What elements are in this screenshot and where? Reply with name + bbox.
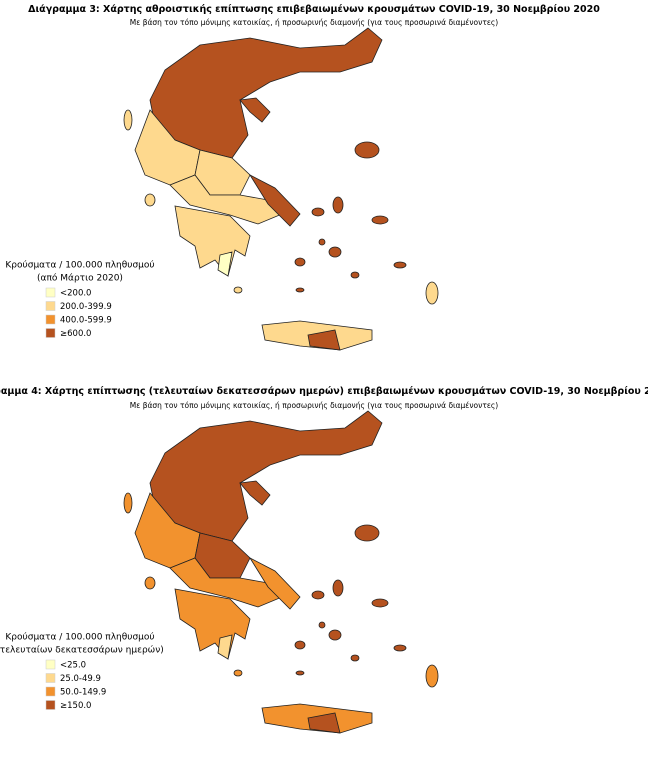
map-title: Διάγραμμα 4: Χάρτης επίπτωσης (τελευταίω… xyxy=(0,386,648,397)
legend-swatch xyxy=(45,287,56,298)
legend-title: Κρούσματα / 100.000 πληθυσμού xyxy=(5,260,154,271)
legend-swatch xyxy=(45,700,56,710)
legend-subtitle: (από Μάρτιο 2020) xyxy=(37,273,123,284)
legend-subtitle: (τελευταίων δεκατεσσάρων ημερών) xyxy=(0,645,164,656)
legend-swatch xyxy=(45,673,56,683)
legend-label: <200.0 xyxy=(60,289,91,299)
legend-label: 50.0-149.9 xyxy=(60,688,106,698)
legend-label: 25.0-49.9 xyxy=(60,674,101,684)
legend-title: Κρούσματα / 100.000 πληθυσμού xyxy=(5,632,154,643)
map-subtitle: Με βάση τον τόπο μόνιμης κατοικίας, ή πρ… xyxy=(129,18,499,27)
legend-swatch xyxy=(45,301,56,311)
legend-label: ≥600.0 xyxy=(60,329,91,339)
legend-swatch xyxy=(45,686,56,697)
map-subtitle: Με βάση τον τόπο μόνιμης κατοικίας, ή πρ… xyxy=(129,401,499,410)
legend-label: <25.0 xyxy=(60,661,86,671)
legend-swatch xyxy=(45,659,56,670)
legend-swatch xyxy=(45,328,56,338)
legend-label: 400.0-599.9 xyxy=(60,316,112,326)
legend-label: ≥150.0 xyxy=(60,701,91,711)
map xyxy=(123,27,439,351)
legend-label: 200.0-399.9 xyxy=(60,302,112,312)
map xyxy=(123,410,439,734)
legend-swatch xyxy=(45,314,56,325)
map-title: Διάγραμμα 3: Χάρτης αθροιστικής επίπτωση… xyxy=(28,4,600,15)
